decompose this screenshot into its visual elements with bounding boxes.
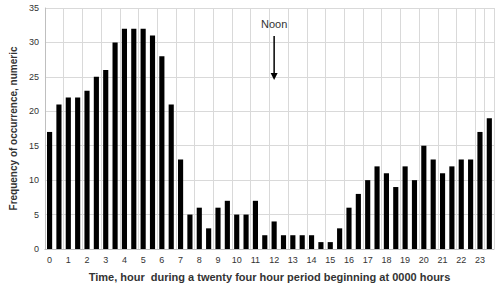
svg-text:20: 20 (29, 106, 39, 116)
svg-text:Noon: Noon (261, 18, 287, 30)
svg-text:2: 2 (85, 255, 90, 265)
svg-text:3: 3 (103, 255, 108, 265)
svg-text:8: 8 (197, 255, 202, 265)
svg-text:21: 21 (438, 255, 448, 265)
svg-text:15: 15 (325, 255, 335, 265)
svg-text:10: 10 (232, 255, 242, 265)
svg-text:6: 6 (159, 255, 164, 265)
svg-text:23: 23 (475, 255, 485, 265)
svg-text:4: 4 (122, 255, 127, 265)
svg-text:16: 16 (344, 255, 354, 265)
svg-text:5: 5 (34, 210, 39, 220)
svg-text:5: 5 (141, 255, 146, 265)
svg-text:14: 14 (307, 255, 317, 265)
svg-text:0: 0 (47, 255, 52, 265)
svg-text:Frequency of occurrence, numer: Frequency of occurrence, numeric (8, 46, 19, 210)
svg-text:35: 35 (29, 3, 39, 13)
svg-text:25: 25 (29, 72, 39, 82)
svg-text:17: 17 (363, 255, 373, 265)
svg-text:0: 0 (34, 244, 39, 254)
svg-text:1: 1 (66, 255, 71, 265)
svg-text:10: 10 (29, 175, 39, 185)
svg-text:7: 7 (178, 255, 183, 265)
svg-text:Time, hour during a twenty fo: Time, hour during a twenty four hour per… (89, 271, 451, 283)
svg-text:9: 9 (215, 255, 220, 265)
svg-text:13: 13 (288, 255, 298, 265)
svg-text:12: 12 (269, 255, 279, 265)
svg-text:15: 15 (29, 141, 39, 151)
svg-text:11: 11 (251, 255, 260, 265)
svg-text:18: 18 (381, 255, 391, 265)
svg-text:19: 19 (400, 255, 410, 265)
svg-text:30: 30 (29, 37, 39, 47)
svg-text:22: 22 (456, 255, 466, 265)
svg-text:20: 20 (419, 255, 429, 265)
